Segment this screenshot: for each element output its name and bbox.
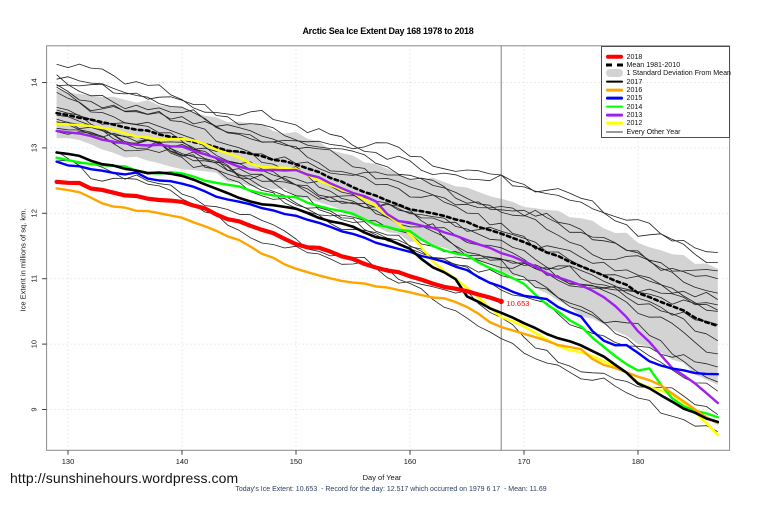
y-tick-label-10: 10 (30, 340, 39, 348)
year-line-1992 (56, 91, 718, 306)
y-axis-title-text: Ice Extent in millions of sq. km. (18, 208, 28, 312)
x-tick-label-150: 150 (290, 457, 303, 466)
y-tick-label-11: 11 (30, 275, 39, 283)
legend-label-2016: 2016 (626, 85, 643, 94)
legend-swatch-mean-1981-2010 (605, 63, 623, 67)
legend-label-2018: 2018 (626, 52, 643, 61)
series-line-2015 (55, 160, 719, 376)
legend-swatch-every-other-year (605, 131, 623, 133)
legend-swatch-1-standard-deviation-from-mean (605, 69, 623, 78)
legend-entry-2012: 2012 (602, 119, 729, 127)
series-line-2017 (55, 151, 720, 424)
legend-entry-1-standard-deviation-from-mean: 1 Standard Deviation From Mean (602, 69, 732, 78)
year-line-1986 (56, 74, 718, 280)
series-end-dot-2018 (498, 298, 504, 305)
site-url: http://sunshinehours.wordpress.com (10, 470, 239, 486)
y-tick-label-9: 9 (30, 407, 39, 411)
y-tick-label-12: 12 (30, 209, 39, 217)
series-line-2018 (54, 179, 504, 304)
chart-title: Arctic Sea Ice Extent Day 168 1978 to 20… (302, 25, 474, 36)
legend-swatch-2017 (605, 80, 623, 83)
legend-entry-2015: 2015 (602, 94, 729, 102)
footer-stats: Today's Ice Extent: 10.653 - Record for … (235, 485, 547, 493)
legend-entry-2013: 2013 (602, 111, 729, 119)
legend-entry-2017: 2017 (602, 78, 729, 86)
year-line-1980 (56, 63, 718, 253)
legend-entry-mean-1981-2010: Mean 1981-2010 (602, 61, 729, 69)
year-line-1978 (56, 76, 718, 263)
year-line-1998 (56, 114, 719, 342)
legend-label-2014: 2014 (626, 102, 643, 111)
y-tick-label-13: 13 (30, 144, 39, 152)
x-tick-label-130: 130 (62, 457, 75, 466)
legend-label-2015: 2015 (626, 94, 643, 103)
legend-label-2013: 2013 (626, 110, 643, 119)
year-line-2000 (56, 118, 718, 355)
series-line-mean-1981-2010 (55, 111, 720, 328)
legend-label-2017: 2017 (626, 77, 643, 86)
year-line-2004 (56, 131, 718, 383)
legend-swatch-2016 (605, 88, 623, 92)
x-tick-label-170: 170 (518, 457, 531, 466)
legend-label-1-standard-deviation-from-mean: 1 Standard Deviation From Mean (626, 69, 732, 78)
legend-swatch-2018 (605, 54, 623, 59)
legend-entry-every-other-year: Every Other Year (602, 128, 729, 136)
legend-swatch-2013 (605, 113, 623, 117)
legend-entry-2016: 2016 (602, 86, 729, 94)
legend-label-every-other-year: Every Other Year (626, 127, 681, 136)
x-tick-label-180: 180 (632, 457, 645, 466)
y-tick-label-14: 14 (30, 78, 39, 86)
legend-swatch-2014 (605, 105, 623, 108)
plot-border (46, 45, 731, 451)
series-line-2013 (55, 129, 719, 405)
legend-entry-2014: 2014 (602, 103, 729, 111)
legend-label-mean-1981-2010: Mean 1981-2010 (626, 60, 681, 69)
legend-entry-2018: 2018 (602, 53, 729, 61)
today-value-annotation: 10.653 (506, 299, 530, 308)
legend-swatch-2012 (605, 121, 623, 125)
legend-label-2012: 2012 (626, 119, 643, 128)
x-tick-label-140: 140 (176, 457, 189, 466)
year-line-1984 (56, 86, 718, 294)
x-tick-label-160: 160 (404, 457, 417, 466)
year-line-1982 (56, 83, 718, 272)
x-axis-title: Day of Year (362, 473, 402, 482)
series-line-2016 (55, 187, 719, 425)
legend-box: 2018 Mean 1981-2010 1 Standard Deviation F… (600, 45, 732, 139)
std-dev-band (56, 88, 718, 386)
year-line-1988 (56, 84, 719, 300)
year-line-2010 (56, 150, 719, 416)
legend-swatch-2015 (605, 96, 623, 100)
